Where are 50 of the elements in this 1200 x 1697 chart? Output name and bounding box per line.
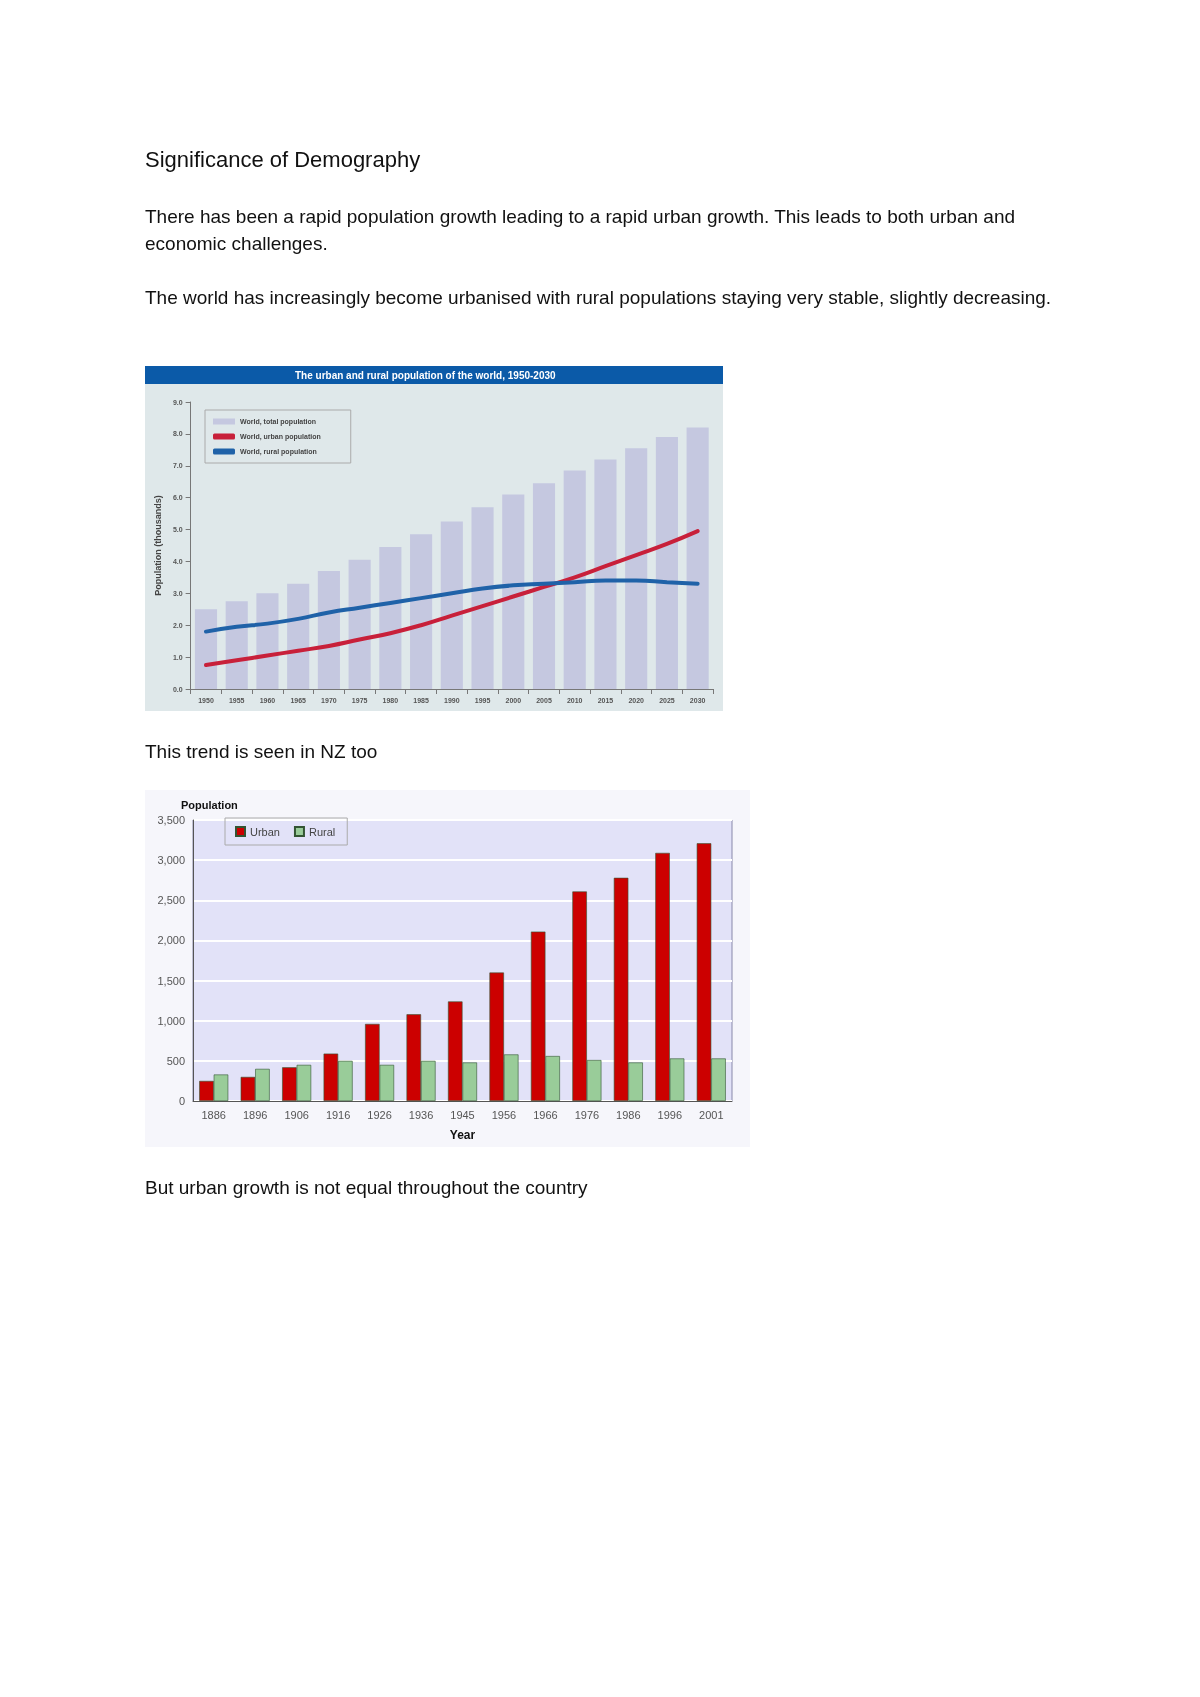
y-tick-label: 0 xyxy=(178,1095,185,1107)
x-tick-label: 1966 xyxy=(533,1108,558,1121)
bar xyxy=(440,521,463,689)
x-tick-label: 1945 xyxy=(450,1108,475,1121)
x-tick-label: 1956 xyxy=(491,1108,517,1121)
bar xyxy=(317,571,340,689)
x-tick-label: 1896 xyxy=(242,1108,268,1121)
x-axis-title: Year xyxy=(449,1128,476,1142)
text: Significance of Demography xyxy=(145,146,422,173)
text: The world has increasingly become urbanised with rural populations staying very stable, slightly decreasing. xyxy=(145,286,1053,310)
text: This trend is seen in NZ too xyxy=(145,740,379,764)
bar xyxy=(379,547,402,689)
bar xyxy=(532,483,556,689)
bar xyxy=(625,448,648,689)
y-tick-label: 2,000 xyxy=(157,934,185,947)
bar xyxy=(563,470,586,689)
chart-title: The urban and rural population of the world, 1950-2030 xyxy=(295,369,557,381)
x-tick-label: 1926 xyxy=(367,1108,392,1121)
bar xyxy=(410,534,433,689)
y-axis-title: Population xyxy=(181,798,239,811)
line-series xyxy=(203,529,700,668)
line-series xyxy=(203,578,700,634)
legend-label: Rural xyxy=(308,825,336,838)
x-tick-label: 1996 xyxy=(657,1108,683,1121)
x-tick-label: 1976 xyxy=(574,1108,600,1121)
x-tick-label: 1886 xyxy=(201,1108,226,1121)
bar xyxy=(256,593,279,689)
y-tick-label: 2,500 xyxy=(157,894,185,907)
text: But urban growth is not equal throughout the country xyxy=(145,1176,589,1200)
y-tick-label: 3,500 xyxy=(157,814,185,826)
x-tick-label: 1916 xyxy=(325,1108,351,1121)
y-axis-title: Population (thousands) xyxy=(152,495,163,596)
bar xyxy=(502,494,525,689)
bar xyxy=(287,583,310,689)
bar xyxy=(594,459,617,689)
x-tick-label: 1936 xyxy=(408,1108,434,1121)
bar xyxy=(348,559,371,689)
y-tick-label: 500 xyxy=(166,1054,185,1067)
bar xyxy=(194,609,218,689)
x-tick-label: 1906 xyxy=(284,1108,309,1121)
bar xyxy=(655,437,678,689)
x-tick-label: 1986 xyxy=(616,1108,641,1121)
x-tick-label: 2001 xyxy=(699,1108,724,1121)
y-tick-label: 1,500 xyxy=(157,974,185,987)
legend-label: Urban xyxy=(250,825,280,838)
bar xyxy=(471,507,494,689)
y-tick-label: 1,000 xyxy=(157,1014,185,1027)
bar xyxy=(686,427,709,689)
y-tick-label: 3,000 xyxy=(157,854,185,867)
text: There has been a rapid population growth leading to a rapid urban growth. This leads to both urban and economic challenges. xyxy=(145,205,1017,256)
